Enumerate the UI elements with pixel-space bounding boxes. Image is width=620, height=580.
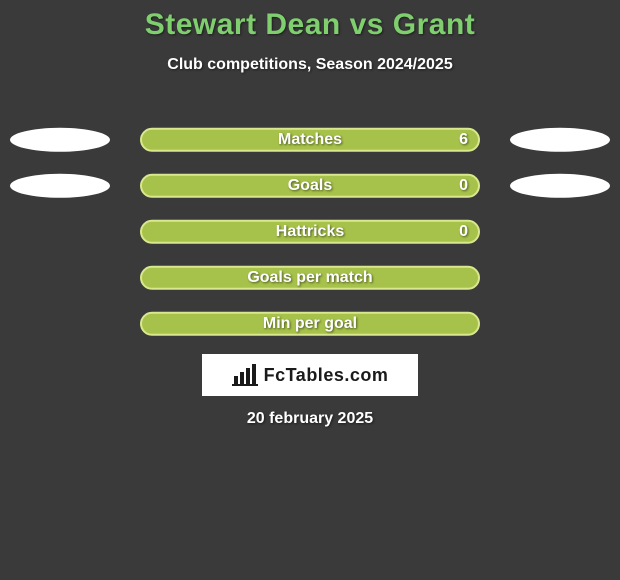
stat-label: Matches bbox=[278, 131, 342, 149]
stat-label: Goals bbox=[288, 177, 332, 195]
stat-right-value: 0 bbox=[459, 223, 468, 241]
stat-bar: Matches 6 bbox=[140, 128, 480, 152]
stat-right-value: 0 bbox=[459, 177, 468, 195]
bar-chart-icon bbox=[232, 364, 258, 386]
stat-rows: Matches 6 Goals 0 Hattricks 0 Goals per match M… bbox=[0, 118, 620, 348]
generation-date: 20 february 2025 bbox=[247, 410, 373, 428]
stat-row: Goals 0 bbox=[0, 164, 620, 210]
stat-bar: Hattricks 0 bbox=[140, 220, 480, 244]
left-team-marker bbox=[10, 174, 110, 198]
stat-row: Min per goal bbox=[0, 302, 620, 348]
stat-label: Goals per match bbox=[247, 269, 372, 287]
right-team-marker bbox=[510, 128, 610, 152]
page-title: Stewart Dean vs Grant bbox=[0, 0, 620, 42]
stat-bar: Goals 0 bbox=[140, 174, 480, 198]
stat-row: Hattricks 0 bbox=[0, 210, 620, 256]
stat-bar: Goals per match bbox=[140, 266, 480, 290]
source-logo: FcTables.com bbox=[202, 354, 418, 396]
stat-row: Goals per match bbox=[0, 256, 620, 302]
stat-row: Matches 6 bbox=[0, 118, 620, 164]
stat-right-value: 6 bbox=[459, 131, 468, 149]
stat-label: Hattricks bbox=[276, 223, 344, 241]
left-team-marker bbox=[10, 128, 110, 152]
right-team-marker bbox=[510, 174, 610, 198]
comparison-infographic: Stewart Dean vs Grant Club competitions,… bbox=[0, 0, 620, 580]
source-logo-text: FcTables.com bbox=[264, 365, 389, 386]
stat-label: Min per goal bbox=[263, 315, 357, 333]
stat-bar: Min per goal bbox=[140, 312, 480, 336]
subtitle: Club competitions, Season 2024/2025 bbox=[0, 56, 620, 74]
